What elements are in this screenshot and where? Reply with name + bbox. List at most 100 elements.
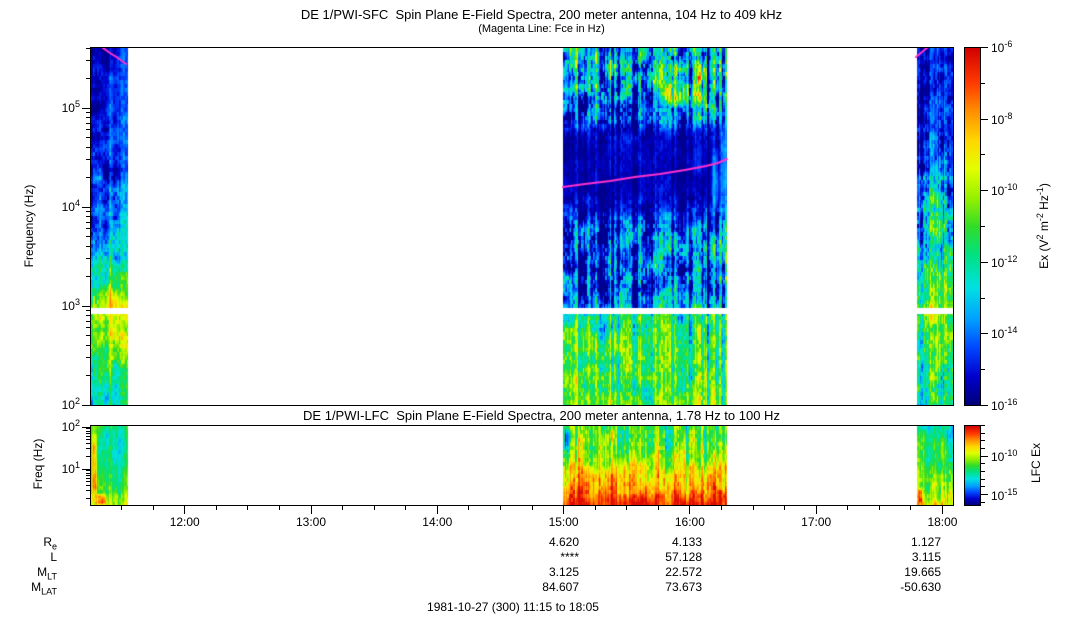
lfc-y-minor-tick (86, 470, 90, 472)
sfc-y-minor-tick (86, 216, 90, 218)
lfc-y-minor-tick (86, 485, 90, 487)
lfc-y-minor-tick (86, 472, 90, 474)
sfc-cbar-major-tick (981, 118, 988, 120)
sfc-y-minor-tick (86, 77, 90, 79)
ephemeris-value: 4.133 (671, 535, 702, 549)
lfc-cbar-minor-tick (981, 448, 985, 450)
x-axis-minor-tick (657, 506, 659, 510)
lfc-cbar-minor-tick (981, 432, 985, 434)
x-axis-minor-tick (594, 506, 596, 510)
lfc-y-major-tick (82, 426, 90, 428)
sfc-cbar-tick-label: 10-14 (991, 325, 1018, 341)
lfc-y-minor-tick (86, 497, 90, 499)
sfc-y-minor-tick (86, 60, 90, 62)
lfc-y-minor-tick (86, 439, 90, 441)
lfc-cbar-minor-tick (981, 501, 985, 503)
sfc-cbar-minor-tick (981, 297, 985, 299)
sfc-y-minor-tick (86, 228, 90, 230)
ephemeris-row-label: L (50, 550, 57, 564)
sfc-cbar-major-tick (981, 332, 988, 334)
lfc-colorbar (964, 425, 981, 506)
lfc-cbar-minor-tick (981, 471, 985, 473)
sfc-y-minor-tick (86, 327, 90, 329)
ephemeris-value: 22.572 (665, 565, 702, 579)
sfc-y-major-tick (82, 305, 90, 307)
x-axis-major-tick (563, 506, 565, 514)
sfc-spectrogram-panel (90, 47, 954, 406)
sfc-y-minor-tick (86, 122, 90, 124)
lfc-y-minor-tick (86, 443, 90, 445)
lfc-spectrogram-image (91, 426, 953, 505)
x-axis-minor-tick (499, 506, 501, 510)
x-axis-major-tick (689, 506, 691, 514)
sfc-y-major-tick (82, 404, 90, 406)
sfc-spectrogram-image (91, 48, 953, 405)
lfc-cbar-minor-tick (981, 424, 985, 426)
sfc-y-tick-label: 104 (61, 198, 80, 214)
sfc-colorbar (964, 47, 981, 406)
sfc-y-minor-tick (86, 320, 90, 322)
sfc-cbar-major-tick (981, 261, 988, 263)
sfc-subtitle: (Magenta Line: Fce in Hz) (478, 23, 605, 35)
x-axis-minor-tick (784, 506, 786, 510)
sfc-y-minor-tick (86, 112, 90, 114)
x-axis-time-label: 12:00 (169, 515, 200, 529)
ephemeris-value: 84.607 (542, 580, 579, 594)
lfc-y-minor-tick (86, 448, 90, 450)
sfc-title: DE 1/PWI-SFC Spin Plane E-Field Spectra,… (300, 7, 783, 22)
x-axis-minor-tick (215, 506, 217, 510)
sfc-y-major-tick (82, 107, 90, 109)
lfc-y-minor-tick (86, 428, 90, 430)
x-axis-minor-tick (373, 506, 375, 510)
sfc-y-minor-tick (86, 117, 90, 119)
lfc-cbar-major-tick (981, 455, 988, 457)
x-axis-major-tick (184, 506, 186, 514)
x-axis-minor-tick (121, 506, 123, 510)
sfc-cbar-minor-tick (981, 82, 985, 84)
ephemeris-value: -50.630 (900, 580, 941, 594)
sfc-cbar-tick-label: 10-16 (991, 397, 1018, 413)
x-axis-major-tick (310, 506, 312, 514)
lfc-y-tick-label: 101 (61, 460, 80, 476)
lfc-y-minor-tick (86, 475, 90, 476)
x-axis-minor-tick (752, 506, 754, 510)
sfc-y-minor-tick (86, 129, 90, 131)
x-axis-time-label: 17:00 (801, 515, 832, 529)
ephemeris-value: 3.115 (911, 550, 941, 564)
sfc-cbar-tick-label: 10-8 (991, 111, 1013, 127)
lfc-cbar-minor-tick (981, 486, 985, 488)
x-axis-major-tick (941, 506, 943, 514)
sfc-cbar-major-tick (981, 189, 988, 191)
sfc-y-tick-label: 105 (61, 99, 80, 115)
lfc-y-minor-tick (86, 490, 90, 492)
sfc-cbar-minor-tick (981, 153, 985, 155)
sfc-y-minor-tick (86, 344, 90, 346)
sfc-y-minor-tick (86, 146, 90, 148)
lfc-y-minor-tick (86, 477, 90, 479)
x-axis-major-tick (436, 506, 438, 514)
ephemeris-value: 73.673 (665, 580, 702, 594)
x-axis-time-label: 15:00 (548, 515, 579, 529)
x-axis-minor-tick (342, 506, 344, 510)
sfc-cbar-tick-label: 10-12 (991, 254, 1018, 270)
sfc-cbar-tick-label: 10-6 (991, 39, 1013, 55)
sfc-y-minor-tick (86, 275, 90, 277)
lfc-cbar-tick-label: 10-10 (991, 448, 1018, 465)
ephemeris-value: **** (560, 550, 579, 564)
x-axis-minor-tick (247, 506, 249, 510)
sfc-y-tick-label: 103 (61, 297, 80, 313)
x-axis-minor-tick (626, 506, 628, 510)
lfc-colorbar-title: LFC Ex (1029, 443, 1043, 484)
sfc-y-minor-tick (86, 236, 90, 238)
footer-date: 1981-10-27 (300) 11:15 to 18:05 (427, 600, 599, 614)
sfc-colorbar-title: Ex (V2 m-2 Hz-1) (1035, 183, 1051, 269)
sfc-cbar-major-tick (981, 46, 988, 48)
x-axis-major-tick (815, 506, 817, 514)
sfc-y-minor-tick (86, 221, 90, 223)
sfc-y-axis-title: Frequency (Hz) (22, 184, 36, 268)
ephemeris-value: 19.665 (904, 565, 941, 579)
lfc-y-axis-title: Freq (Hz) (31, 438, 45, 490)
sfc-y-minor-tick (86, 374, 90, 376)
sfc-y-minor-tick (86, 176, 90, 178)
